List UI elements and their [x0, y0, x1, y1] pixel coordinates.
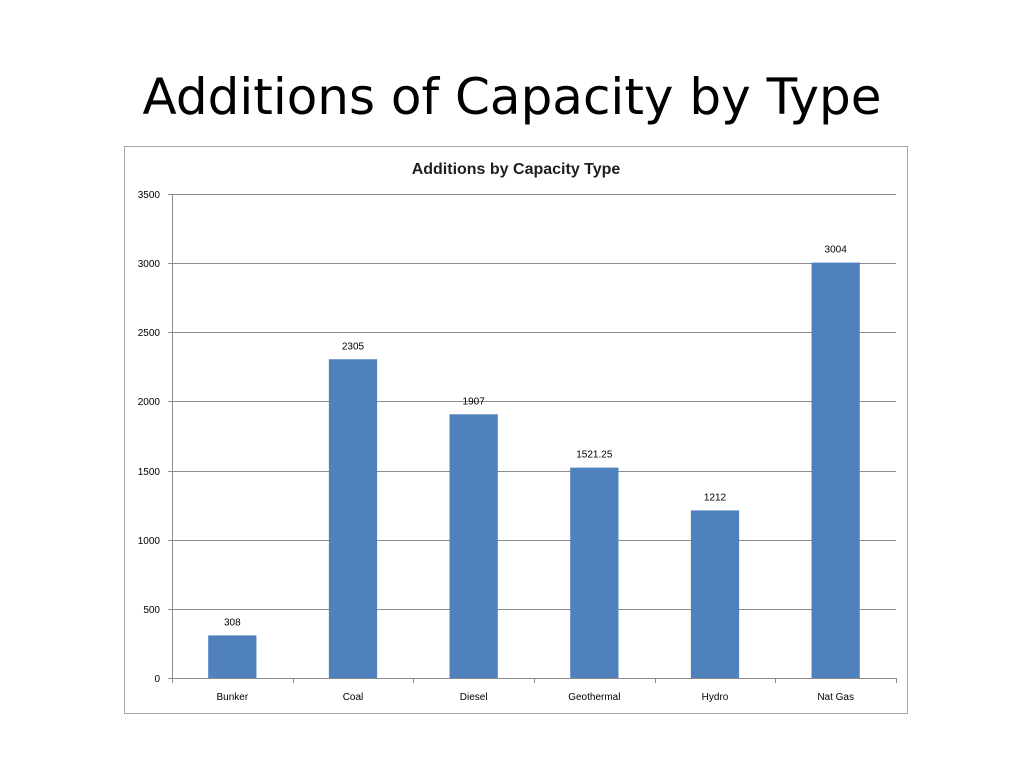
axes [168, 194, 897, 683]
x-tick-label: Nat Gas [817, 692, 854, 703]
y-tick-label: 1000 [138, 536, 161, 547]
y-tick-label: 2500 [138, 328, 161, 339]
x-tick-label: Hydro [702, 692, 729, 703]
chart-title: Additions by Capacity Type [412, 161, 621, 178]
bar-chart: Additions by Capacity Type 0 500 1000 1500 2… [138, 161, 897, 703]
y-tick-label: 3000 [138, 259, 161, 270]
data-label: 2305 [342, 341, 365, 352]
bar [570, 467, 619, 678]
bar [690, 510, 740, 678]
labels: 0 500 1000 1500 2000 2500 3000 3500 308 Bunker 230… [138, 190, 854, 703]
bar [811, 262, 860, 678]
x-tick-label: Diesel [460, 692, 488, 703]
chart-frame: Additions by Capacity Type 0 500 1000 1500 2… [124, 146, 908, 714]
y-tick-label: 0 [154, 674, 160, 685]
y-tick-label: 1500 [138, 467, 161, 478]
x-tick-label: Geothermal [568, 692, 620, 703]
data-label: 1212 [704, 492, 727, 503]
data-label: 308 [224, 617, 241, 628]
gridlines [172, 194, 896, 610]
data-label: 1907 [463, 396, 486, 407]
x-tick-label: Coal [343, 692, 364, 703]
bars [208, 262, 860, 678]
data-label: 1521.25 [576, 450, 613, 461]
data-label: 3004 [825, 245, 848, 256]
bar [449, 414, 498, 678]
slide-title: Additions of Capacity by Type [142, 68, 882, 126]
y-tick-label: 2000 [138, 397, 161, 408]
y-tick-label: 500 [143, 605, 160, 616]
y-tick-label: 3500 [138, 190, 161, 201]
x-tick-label: Bunker [216, 692, 248, 703]
bar [328, 359, 378, 678]
bar [208, 635, 257, 678]
